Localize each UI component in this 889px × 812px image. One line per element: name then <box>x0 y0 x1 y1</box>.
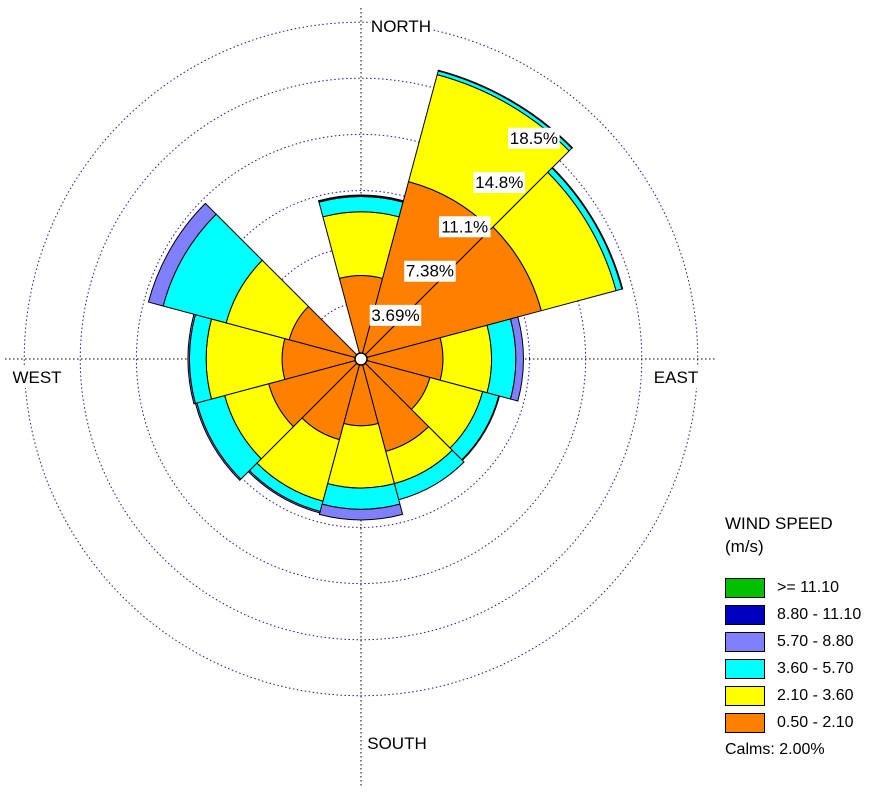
ring-label-bg <box>508 127 560 149</box>
compass-label-bg <box>366 731 428 754</box>
sector-ene-bin-3 <box>551 166 624 290</box>
legend-swatch <box>725 685 765 706</box>
legend-title-line1: WIND SPEED <box>725 514 833 533</box>
compass-label-south: SOUTH <box>367 734 427 753</box>
ring-label-bg <box>404 260 456 282</box>
legend: WIND SPEED (m/s) >= 11.10 8.80 - 11.10 5… <box>725 512 861 759</box>
calms-label: Calms: 2.00% <box>725 741 825 758</box>
ring-label: 3.69% <box>371 306 419 325</box>
legend-item: >= 11.10 <box>725 574 861 601</box>
legend-list: >= 11.10 8.80 - 11.10 5.70 - 8.80 3.60 -… <box>725 574 861 736</box>
compass-label-east: EAST <box>654 368 698 387</box>
legend-item: 5.70 - 8.80 <box>725 628 861 655</box>
center-hub <box>354 352 368 366</box>
sector-s-bin-3 <box>318 503 404 521</box>
wind-sectors <box>147 69 624 521</box>
legend-label: 2.10 - 3.60 <box>777 686 854 704</box>
legend-label: 0.50 - 2.10 <box>777 713 854 731</box>
legend-item: 8.80 - 11.10 <box>725 601 861 628</box>
ring-label: 11.1% <box>441 217 488 236</box>
sector-wnw-bin-3 <box>147 202 217 307</box>
legend-swatch <box>725 712 765 733</box>
ring-label-bg <box>369 304 422 326</box>
legend-swatch <box>725 577 765 598</box>
legend-swatch <box>725 658 765 679</box>
compass-label-north: NORTH <box>371 17 431 36</box>
ring-label: 7.38% <box>406 262 454 281</box>
ring-label-bg <box>438 216 491 238</box>
compass-label-bg <box>651 365 701 388</box>
compass-label-bg <box>370 14 432 37</box>
legend-label: 5.70 - 8.80 <box>777 632 854 650</box>
sector-nne-bin-3 <box>437 69 574 149</box>
compass-labels: NORTH EAST SOUTH WEST <box>12 14 701 754</box>
compass-label-bg <box>12 365 62 388</box>
sector-e-bin-2 <box>486 318 517 400</box>
legend-title-line2: (m/s) <box>725 537 764 556</box>
legend-item: 2.10 - 3.60 <box>725 682 861 709</box>
legend-item: 3.60 - 5.70 <box>725 655 861 682</box>
ring-label: 18.5% <box>510 129 558 148</box>
legend-label: >= 11.10 <box>777 578 839 596</box>
legend-swatch <box>725 604 765 625</box>
ring-labels: 3.69% 7.38% 11.1% 14.8% 18.5% <box>369 127 560 326</box>
legend-label: 3.60 - 5.70 <box>777 659 854 677</box>
sector-e-bin-3 <box>509 316 524 402</box>
legend-item: 0.50 - 2.10 <box>725 709 861 736</box>
compass-label-west: WEST <box>12 368 61 387</box>
ring-label: 14.8% <box>475 173 523 192</box>
legend-title: WIND SPEED (m/s) <box>725 512 861 558</box>
ring-label-bg <box>473 172 526 194</box>
legend-swatch <box>725 631 765 652</box>
legend-label: 8.80 - 11.10 <box>777 605 862 623</box>
